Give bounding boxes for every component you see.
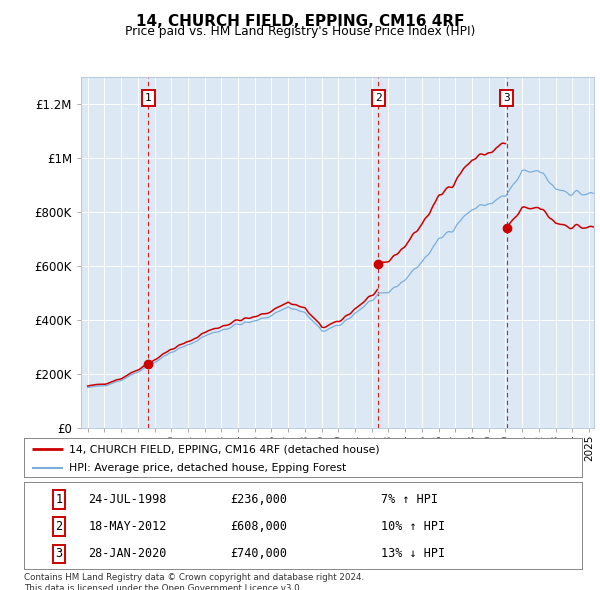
Text: HPI: Average price, detached house, Epping Forest: HPI: Average price, detached house, Eppi… [68, 463, 346, 473]
Text: 28-JAN-2020: 28-JAN-2020 [88, 547, 167, 560]
Text: £236,000: £236,000 [230, 493, 287, 506]
Text: 10% ↑ HPI: 10% ↑ HPI [381, 520, 445, 533]
Text: 13% ↓ HPI: 13% ↓ HPI [381, 547, 445, 560]
Text: 1: 1 [56, 493, 63, 506]
Text: 3: 3 [56, 547, 63, 560]
Text: 1: 1 [145, 93, 152, 103]
Text: 14, CHURCH FIELD, EPPING, CM16 4RF (detached house): 14, CHURCH FIELD, EPPING, CM16 4RF (deta… [68, 444, 379, 454]
Text: 2: 2 [375, 93, 382, 103]
Text: 7% ↑ HPI: 7% ↑ HPI [381, 493, 438, 506]
Text: 14, CHURCH FIELD, EPPING, CM16 4RF: 14, CHURCH FIELD, EPPING, CM16 4RF [136, 14, 464, 29]
Text: 2: 2 [56, 520, 63, 533]
Text: £608,000: £608,000 [230, 520, 287, 533]
Text: 24-JUL-1998: 24-JUL-1998 [88, 493, 167, 506]
Text: 18-MAY-2012: 18-MAY-2012 [88, 520, 167, 533]
Text: £740,000: £740,000 [230, 547, 287, 560]
Text: Price paid vs. HM Land Registry's House Price Index (HPI): Price paid vs. HM Land Registry's House … [125, 25, 475, 38]
Text: 3: 3 [503, 93, 510, 103]
Text: Contains HM Land Registry data © Crown copyright and database right 2024.
This d: Contains HM Land Registry data © Crown c… [24, 573, 364, 590]
